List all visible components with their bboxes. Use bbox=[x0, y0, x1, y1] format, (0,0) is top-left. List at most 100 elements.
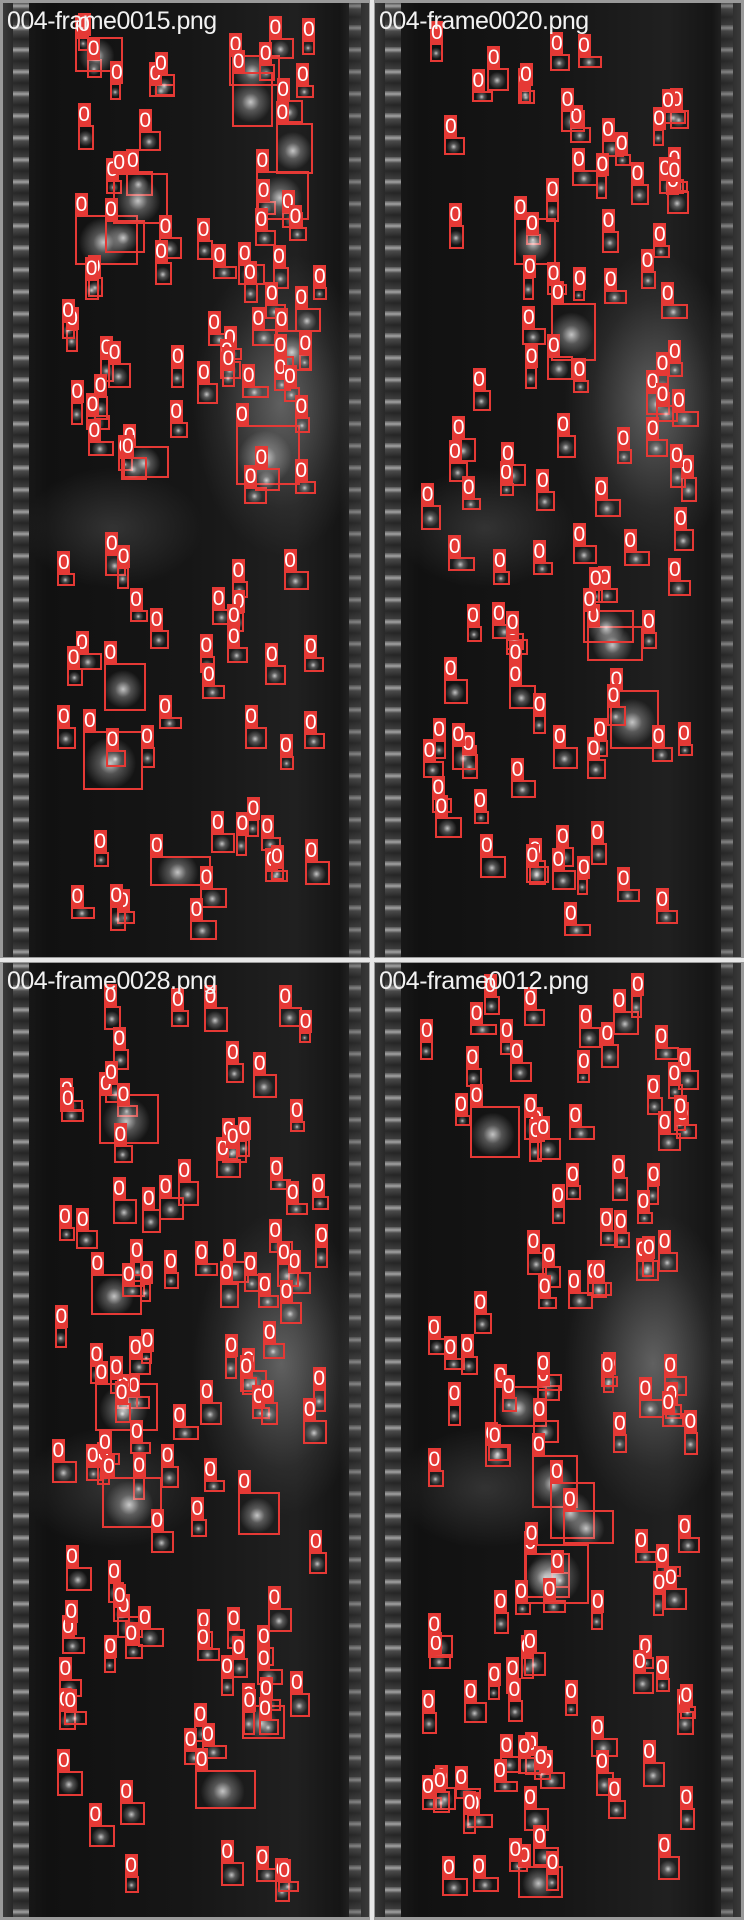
detection-class-label: 0 bbox=[138, 109, 152, 133]
detection-class-label: 0 bbox=[63, 1688, 77, 1712]
bubble-detection-box bbox=[566, 1185, 581, 1201]
bubble-detection-box bbox=[119, 1802, 146, 1826]
bubble-detection-box bbox=[224, 1356, 237, 1379]
detection-class-label: 0 bbox=[226, 1040, 240, 1064]
detection-class-label: 0 bbox=[67, 645, 81, 669]
detection-class-label: 0 bbox=[551, 847, 565, 871]
bubble-detection-box bbox=[294, 307, 321, 332]
detection-class-label: 0 bbox=[107, 1559, 121, 1583]
detection-class-label: 0 bbox=[87, 36, 101, 60]
detection-class-label: 0 bbox=[231, 559, 245, 583]
detection-class-label: 0 bbox=[298, 331, 312, 355]
detection-class-label: 0 bbox=[667, 159, 681, 183]
detection-class-label: 0 bbox=[315, 1223, 329, 1247]
bubble-detection-box bbox=[617, 889, 641, 902]
detection-class-label: 0 bbox=[674, 506, 688, 530]
left-rail bbox=[385, 963, 401, 1917]
bubble-detection-box bbox=[304, 733, 325, 750]
bubble-detection-box bbox=[196, 1647, 221, 1661]
detection-class-label: 0 bbox=[303, 1397, 317, 1421]
bubble-detection-box bbox=[577, 877, 589, 895]
detection-class-label: 0 bbox=[647, 1163, 661, 1187]
bubble-detection-box bbox=[607, 1799, 626, 1820]
detection-class-label: 0 bbox=[108, 340, 122, 364]
bubble-detection-box bbox=[130, 1441, 152, 1455]
bubble-detection-box bbox=[613, 1434, 628, 1454]
bubble-detection-box bbox=[600, 1043, 620, 1068]
detection-class-label: 0 bbox=[159, 1174, 173, 1198]
detection-class-label: 0 bbox=[551, 1184, 565, 1208]
detection-class-label: 0 bbox=[77, 103, 91, 127]
bubble-detection-box bbox=[286, 1203, 309, 1215]
bubble-detection-box bbox=[587, 758, 606, 779]
detection-class-label: 0 bbox=[294, 285, 308, 309]
bubble-detection-box bbox=[253, 1074, 277, 1099]
detection-class-label: 0 bbox=[129, 587, 143, 611]
bubble-detection-box bbox=[633, 1672, 655, 1695]
bubble-detection-box bbox=[664, 1588, 688, 1610]
bubble-detection-box bbox=[154, 261, 172, 286]
bubble-detection-box bbox=[444, 679, 469, 705]
bubble-detection-box bbox=[678, 1537, 701, 1554]
detection-class-label: 0 bbox=[64, 1599, 78, 1623]
bubble-detection-box bbox=[546, 200, 560, 223]
detection-class-label: 0 bbox=[76, 1208, 90, 1232]
bubble-detection-box bbox=[654, 1046, 680, 1061]
detection-class-label: 0 bbox=[514, 1579, 528, 1603]
detection-class-label: 0 bbox=[582, 588, 596, 612]
bubble-detection-box bbox=[190, 1519, 208, 1537]
detection-class-label: 0 bbox=[290, 1098, 304, 1122]
detection-class-label: 0 bbox=[538, 1274, 552, 1298]
detection-class-label: 0 bbox=[294, 394, 308, 418]
detection-class-label: 0 bbox=[652, 107, 666, 130]
detection-class-label: 0 bbox=[130, 1419, 144, 1443]
bubble-detection-box bbox=[551, 1206, 566, 1224]
bubble-detection-box bbox=[592, 1282, 608, 1299]
detection-class-label: 0 bbox=[216, 1137, 230, 1161]
detection-class-label: 0 bbox=[211, 811, 225, 834]
detection-class-label: 0 bbox=[652, 1570, 666, 1594]
detection-class-label: 0 bbox=[421, 483, 435, 507]
detection-class-label: 0 bbox=[448, 202, 462, 226]
detection-class-label: 0 bbox=[85, 257, 99, 280]
bubble-detection-box bbox=[294, 416, 310, 434]
detection-class-label: 0 bbox=[519, 62, 533, 86]
bubble-detection-box bbox=[243, 282, 258, 304]
bubble-detection-box bbox=[661, 303, 688, 320]
bubble-detection-box bbox=[572, 544, 598, 564]
detection-class-label: 0 bbox=[138, 1606, 152, 1630]
detection-class-label: 0 bbox=[227, 604, 241, 627]
bubble-detection-box bbox=[51, 1460, 77, 1483]
detection-class-label: 0 bbox=[472, 367, 486, 391]
detection-class-label: 0 bbox=[121, 435, 135, 458]
detection-class-label: 0 bbox=[494, 1589, 508, 1613]
bubble-detection-box bbox=[572, 169, 599, 186]
bubble-detection-box bbox=[204, 1007, 228, 1032]
detection-class-label: 0 bbox=[595, 1749, 609, 1773]
bubble-detection-box bbox=[464, 1702, 488, 1723]
detection-class-label: 0 bbox=[431, 776, 445, 800]
detection-class-label: 0 bbox=[572, 147, 586, 171]
detection-class-label: 0 bbox=[646, 417, 660, 441]
detection-class-label: 0 bbox=[257, 178, 271, 202]
detection-class-label: 0 bbox=[683, 1410, 697, 1434]
bubble-detection-box bbox=[564, 1702, 578, 1717]
bubble-detection-box bbox=[219, 1282, 240, 1308]
detection-class-label: 0 bbox=[577, 33, 591, 57]
frame-filename-label: 004-frame0020.png bbox=[379, 7, 589, 35]
detection-class-label: 0 bbox=[506, 611, 520, 635]
detection-class-label: 0 bbox=[678, 1047, 692, 1071]
bubble-detection-box bbox=[642, 1762, 666, 1788]
bubble-detection-box bbox=[631, 184, 649, 205]
detection-class-label: 0 bbox=[54, 1305, 68, 1329]
bubble-detection-box bbox=[171, 1009, 190, 1027]
detection-class-label: 0 bbox=[312, 1366, 326, 1390]
detection-class-label: 0 bbox=[309, 1530, 323, 1554]
detection-class-label: 0 bbox=[631, 973, 645, 997]
detection-class-label: 0 bbox=[472, 1855, 486, 1879]
detection-class-label: 0 bbox=[517, 1734, 531, 1758]
detection-class-label: 0 bbox=[427, 1447, 441, 1471]
bubble-detection-box bbox=[434, 817, 462, 838]
detection-class-label: 0 bbox=[260, 1380, 274, 1403]
detection-class-label: 0 bbox=[657, 1834, 671, 1857]
